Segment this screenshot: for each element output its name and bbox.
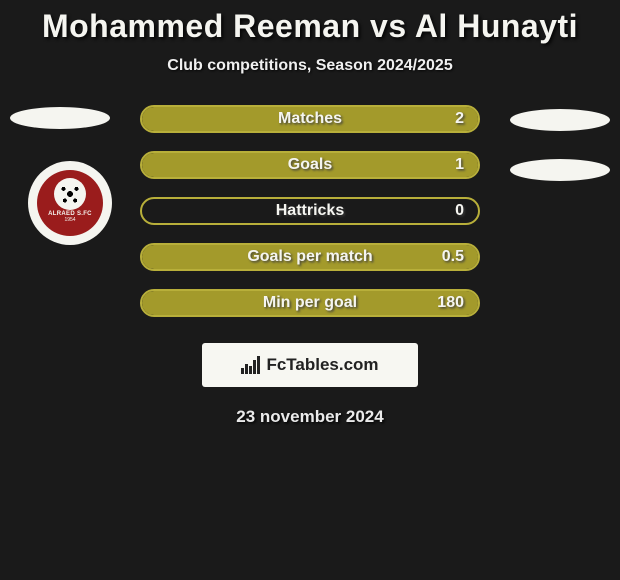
player-silhouette-left [10,107,110,129]
stat-label: Matches [278,110,342,128]
soccer-ball-icon [54,178,86,210]
stat-label: Min per goal [263,294,357,312]
stat-label: Goals [288,156,332,174]
player-silhouette-right-1 [510,109,610,131]
stat-label: Goals per match [247,248,372,266]
footer-date: 23 november 2024 [0,407,620,427]
main-area: ALRAED S.FC 1954 Matches 2 Goals 1 Hattr… [0,105,620,427]
player-silhouette-right-2 [510,159,610,181]
page-title: Mohammed Reeman vs Al Hunayti [0,8,620,45]
bar-chart-icon [241,356,260,374]
stat-bar-hattricks: Hattricks 0 [140,197,480,225]
stat-bar-matches: Matches 2 [140,105,480,133]
club-logo: ALRAED S.FC 1954 [28,161,112,245]
stat-bar-goals: Goals 1 [140,151,480,179]
page-subtitle: Club competitions, Season 2024/2025 [0,57,620,75]
stat-value: 0 [455,202,464,220]
stat-value: 0.5 [442,248,464,266]
stat-label: Hattricks [276,202,344,220]
infographic-root: Mohammed Reeman vs Al Hunayti Club compe… [0,0,620,427]
club-logo-year: 1954 [64,217,75,223]
stat-value: 1 [455,156,464,174]
club-logo-inner: ALRAED S.FC 1954 [37,170,103,236]
stat-value: 180 [437,294,464,312]
stat-bar-min-per-goal: Min per goal 180 [140,289,480,317]
brand-text: FcTables.com [266,355,378,375]
stats-list: Matches 2 Goals 1 Hattricks 0 Goals per … [140,105,480,317]
stat-value: 2 [455,110,464,128]
stat-bar-goals-per-match: Goals per match 0.5 [140,243,480,271]
brand-box: FcTables.com [202,343,418,387]
